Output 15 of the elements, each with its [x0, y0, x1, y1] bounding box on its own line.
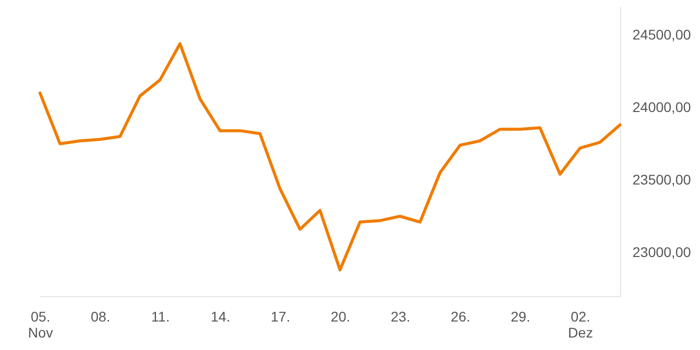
line-series [38, 42, 622, 272]
x-tick-label: 14. [210, 308, 230, 324]
y-tick-label: 24000,00 [632, 99, 692, 115]
x-tick-label: 20. [330, 308, 350, 324]
x-tick-label: 17. [270, 308, 290, 324]
x-tick-label: 29. [510, 308, 530, 324]
y-tick-label: 23000,00 [632, 244, 692, 260]
x-tick-label: 11. [151, 308, 170, 324]
x-tick-label: 05. Nov [28, 308, 53, 340]
y-tick-label: 24500,00 [632, 26, 692, 42]
x-tick-label: 26. [450, 308, 470, 324]
x-tick-label: 08. [90, 308, 110, 324]
x-tick-label: 23. [390, 308, 410, 324]
x-tick-label: 02. Dez [568, 308, 593, 340]
y-tick-label: 23500,00 [632, 172, 692, 188]
